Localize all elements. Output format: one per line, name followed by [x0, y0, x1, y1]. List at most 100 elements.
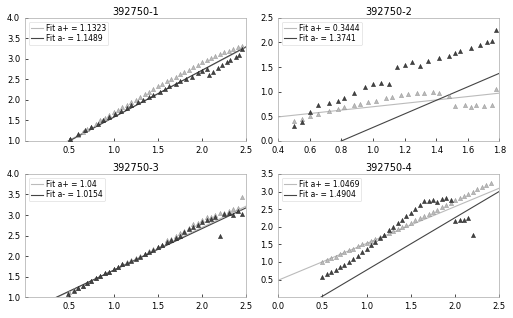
- Legend: Fit a+ = 1.1323, Fit a- = 1.1489: Fit a+ = 1.1323, Fit a- = 1.1489: [29, 22, 108, 45]
- Point: [198, 69, 206, 74]
- Point: [189, 224, 198, 229]
- Point: [136, 253, 144, 259]
- Point: [376, 235, 384, 240]
- Point: [176, 79, 184, 84]
- Point: [87, 124, 95, 129]
- Point: [114, 264, 122, 269]
- Point: [442, 195, 450, 200]
- Point: [478, 185, 486, 190]
- Point: [477, 42, 485, 47]
- Point: [398, 224, 406, 229]
- Point: [78, 283, 87, 288]
- Point: [218, 63, 226, 68]
- Point: [101, 115, 109, 120]
- Point: [109, 267, 117, 272]
- Point: [83, 281, 91, 286]
- Point: [163, 79, 171, 84]
- Point: [214, 65, 222, 70]
- Point: [171, 74, 180, 80]
- Point: [132, 97, 140, 102]
- Point: [480, 104, 488, 109]
- Point: [233, 45, 242, 50]
- Point: [372, 98, 380, 103]
- Point: [158, 242, 166, 247]
- Point: [105, 114, 113, 120]
- Point: [486, 181, 495, 186]
- Point: [207, 55, 215, 60]
- Point: [167, 236, 175, 241]
- Point: [334, 98, 342, 103]
- Point: [461, 103, 469, 108]
- Point: [392, 65, 401, 70]
- Point: [340, 105, 348, 110]
- Point: [154, 244, 162, 249]
- Point: [171, 234, 180, 239]
- Point: [325, 100, 333, 105]
- Point: [109, 267, 117, 272]
- Point: [340, 95, 348, 100]
- Point: [223, 59, 231, 65]
- Point: [165, 84, 173, 89]
- Point: [145, 249, 153, 254]
- Point: [306, 114, 314, 119]
- Point: [469, 189, 477, 194]
- Point: [460, 193, 468, 198]
- Point: [185, 227, 193, 232]
- Point: [290, 119, 298, 124]
- Point: [367, 243, 375, 248]
- Point: [123, 102, 131, 107]
- Point: [155, 89, 164, 94]
- Point: [398, 217, 406, 222]
- Point: [185, 226, 193, 231]
- Point: [216, 51, 224, 56]
- Point: [358, 242, 366, 247]
- Point: [408, 59, 417, 65]
- Point: [99, 117, 107, 122]
- Point: [127, 258, 135, 263]
- Point: [64, 291, 72, 296]
- Point: [74, 132, 82, 137]
- Point: [424, 199, 432, 204]
- Point: [416, 202, 424, 207]
- Point: [87, 124, 95, 129]
- Point: [123, 260, 131, 266]
- Point: [167, 237, 175, 242]
- Point: [141, 252, 149, 257]
- Point: [492, 86, 500, 91]
- Point: [198, 220, 206, 225]
- Point: [442, 202, 450, 207]
- Point: [93, 121, 102, 126]
- Point: [377, 80, 385, 85]
- Point: [229, 212, 237, 218]
- Point: [451, 198, 459, 203]
- Point: [473, 187, 481, 192]
- Point: [193, 223, 202, 228]
- Point: [74, 286, 82, 291]
- Point: [132, 255, 140, 260]
- Point: [65, 290, 73, 295]
- Point: [380, 232, 388, 237]
- Point: [340, 262, 348, 267]
- Point: [371, 239, 380, 244]
- Point: [139, 97, 147, 102]
- Point: [203, 218, 211, 223]
- Point: [161, 87, 169, 92]
- Point: [411, 218, 420, 223]
- Point: [385, 228, 393, 233]
- Point: [323, 272, 331, 277]
- Point: [349, 257, 358, 262]
- Point: [189, 65, 198, 70]
- Point: [225, 208, 233, 213]
- Point: [238, 212, 246, 217]
- Point: [123, 106, 131, 111]
- Point: [353, 244, 362, 249]
- Point: [203, 66, 211, 72]
- Point: [136, 254, 144, 259]
- Point: [154, 245, 162, 250]
- Point: [451, 219, 459, 224]
- Point: [435, 56, 443, 61]
- Point: [119, 105, 127, 110]
- Point: [92, 121, 100, 126]
- Point: [96, 118, 105, 123]
- Point: [460, 218, 468, 223]
